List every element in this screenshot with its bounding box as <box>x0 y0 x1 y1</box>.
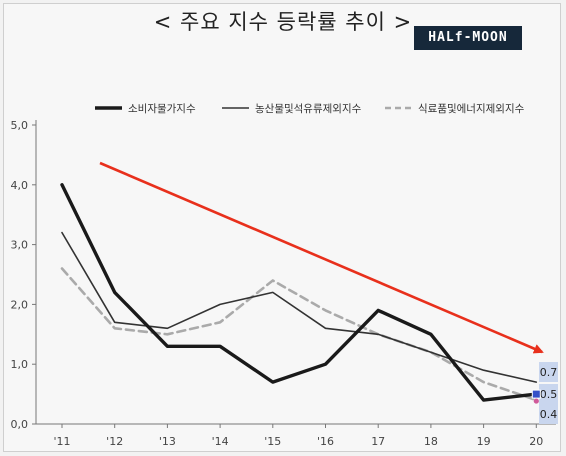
x-tick-label: 17 <box>371 435 385 448</box>
x-tick-label: 20 <box>529 435 543 448</box>
end-label-box <box>539 384 558 404</box>
end-value-label: 0.4 <box>540 408 558 421</box>
y-tick-label: 1,0 <box>11 358 29 371</box>
brand-logo: HALf-MOON <box>414 26 522 50</box>
x-tick-label: '14 <box>212 435 229 448</box>
chart-title: < 주요 지수 등락률 추이 > <box>153 10 413 34</box>
end-point-marker <box>533 398 539 404</box>
series-line-2 <box>60 267 538 402</box>
end-point-marker <box>531 389 541 399</box>
x-tick-label: '11 <box>53 435 70 448</box>
x-tick-label: '16 <box>317 435 334 448</box>
y-tick-label: 5,0 <box>11 119 29 132</box>
trend-arrow <box>99 161 544 354</box>
end-label-box <box>539 404 558 424</box>
chart-frame <box>3 3 561 452</box>
series-line-0 <box>60 183 538 402</box>
end-value-label: 0.7 <box>540 366 558 379</box>
x-tick-label: '12 <box>106 435 123 448</box>
x-tick-label: 19 <box>477 435 491 448</box>
x-tick-label: '15 <box>264 435 281 448</box>
y-tick-label: 3,0 <box>11 239 29 252</box>
x-tick-label: '13 <box>159 435 176 448</box>
y-tick-label: 4,0 <box>11 179 29 192</box>
x-tick-label: 18 <box>424 435 438 448</box>
legend-label: 식료품및에너지제외지수 <box>418 103 525 115</box>
legend-label: 농산물및석유류제외지수 <box>255 103 362 115</box>
axes: 0,0 1,0 2,0 3,0 4,0 5,0 '11 '12 '13 '14 '15 '16 17 18… <box>11 119 556 448</box>
annotations: 0.7 0.5 0.4 <box>99 161 558 424</box>
legend-label: 소비자물가지수 <box>128 103 196 115</box>
y-tick-label: 2,0 <box>11 298 29 311</box>
series-line-1 <box>61 231 538 383</box>
legend: 소비자물가지수 농산물및석유류제외지수 식료품및에너지제외지수 <box>95 103 525 115</box>
series-lines <box>60 183 538 402</box>
end-value-label: 0.5 <box>540 388 558 401</box>
y-tick-label: 0,0 <box>11 418 29 431</box>
end-label-box <box>539 362 558 382</box>
